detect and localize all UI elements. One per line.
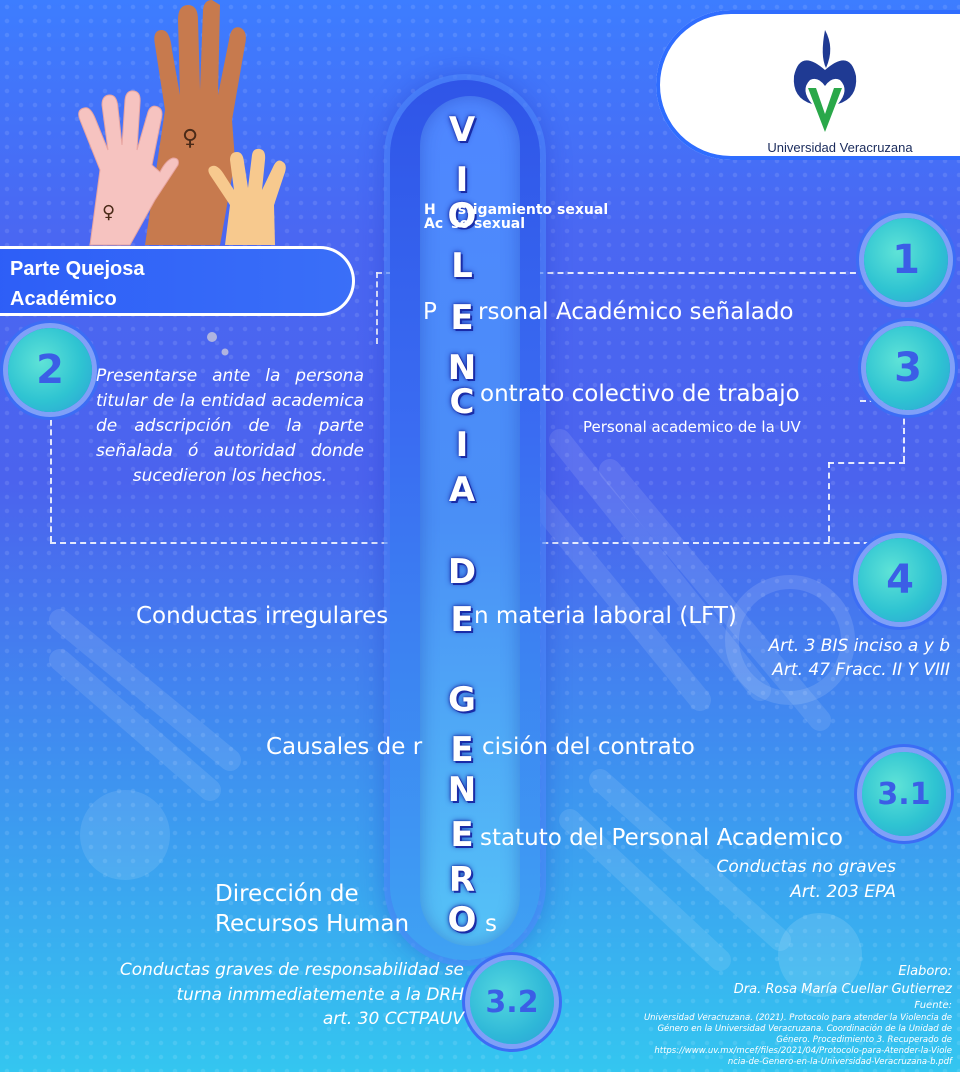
svg-text:♀: ♀ — [182, 126, 198, 151]
title-letter: E — [450, 730, 474, 770]
acoso-a: Ac — [424, 216, 444, 232]
acoso-b: so sexual — [451, 216, 526, 232]
source-line-4: https://www.uv.mx/mcef/files/2021/04/Pro… — [654, 1046, 952, 1056]
step-3-2-line-2: turna inmmediatemente a la DRH — [176, 985, 464, 1005]
raised-hands-illustration: ♀ ♀ — [78, 0, 286, 246]
title-letter: N — [447, 770, 477, 810]
title-letter: E — [450, 600, 474, 640]
title-letter: I — [455, 425, 469, 465]
step-4-title-b: n materia laboral (LFT) — [474, 603, 737, 629]
connector-line — [903, 400, 905, 462]
source-line-1: Universidad Veracruzana. (2021). Protoco… — [643, 1013, 952, 1023]
source-line-2: Género en la Universidad Veracruzana. Co… — [657, 1024, 952, 1034]
title-letter: I — [455, 160, 469, 200]
complainant-header-line2: Académico — [10, 288, 117, 310]
title-letter: A — [448, 470, 476, 510]
step-3-2-line-3: art. 30 CCTPAUV — [322, 1009, 464, 1029]
credits-author: Dra. Rosa María Cuellar Gutierrez — [733, 982, 952, 997]
step-3-2-line-1: Conductas graves de responsabilidad se — [119, 960, 464, 980]
credits-label: Elaboro: — [898, 964, 952, 979]
complainant-header-line1: Parte Quejosa — [10, 258, 145, 280]
title-letter: L — [451, 246, 473, 286]
step-3-1-badge: 3.1 — [862, 752, 946, 836]
step-3-1-sub-2: Art. 203 EPA — [790, 882, 896, 902]
source-label: Fuente: — [914, 1000, 952, 1011]
step-3-1-sub-1: Conductas no graves — [716, 857, 896, 877]
title-pill-inner — [420, 96, 520, 946]
university-name: Universidad Veracruzana — [767, 140, 913, 155]
step-2-text: Presentarse ante la persona titular de l… — [96, 366, 364, 486]
complainant-header: Parte Quejosa Académico — [10, 254, 145, 314]
title-letter: G — [448, 680, 476, 720]
causales-text-b: cisión del contrato — [482, 734, 695, 760]
hostigamiento-a: H — [424, 202, 436, 218]
source-line-5: ncia-de-Genero-en-la-Universidad-Veracru… — [727, 1057, 952, 1067]
connector-line — [828, 462, 830, 542]
title-letter: R — [448, 860, 476, 900]
step-4-title-a: Conductas irregulares — [136, 603, 389, 629]
direccion-line-2b: s — [485, 911, 497, 937]
svg-text:♀: ♀ — [102, 202, 115, 223]
hostigamiento-b: stigamiento sexual — [457, 202, 609, 218]
step-4-badge: 4 — [858, 538, 942, 622]
source-line-3: Género. Procedimiento 3. Recuperado de — [776, 1035, 952, 1045]
university-logo-card — [656, 10, 960, 160]
title-letter: O — [447, 196, 477, 236]
step-1-title: rsonal Académico señalado — [478, 299, 794, 325]
complainant-header-pill — [0, 246, 355, 316]
step-1-letter: P — [423, 299, 437, 325]
uv-flower-logo-icon — [793, 30, 857, 132]
title-letter: E — [450, 298, 474, 338]
connector-line — [50, 410, 52, 542]
connector-line — [376, 272, 378, 344]
step-3-1-title: statuto del Personal Academico — [480, 825, 843, 851]
title-letter: N — [447, 348, 477, 388]
connector-line — [828, 462, 905, 464]
step-1-badge: 1 — [864, 218, 948, 302]
direccion-line-1: Dirección de — [215, 881, 359, 907]
step-3-subtitle: Personal academico de la UV — [583, 418, 801, 436]
step-2-badge: 2 — [8, 328, 92, 412]
title-letter: O — [447, 900, 477, 940]
direccion-line-2a: Recursos Human — [215, 911, 410, 937]
causales-text-a: Causales de r — [266, 734, 423, 760]
title-letter: C — [449, 382, 475, 422]
step-4-ref-1: Art. 3 BIS inciso a y b — [768, 636, 951, 656]
step-4-ref-2: Art. 47 Fracc. II Y VIII — [772, 660, 950, 680]
step-3-badge: 3 — [866, 326, 950, 410]
title-letter: E — [450, 815, 474, 855]
step-3-title: ontrato colectivo de trabajo — [480, 381, 800, 407]
title-letter: V — [448, 110, 476, 150]
title-letter: D — [447, 552, 477, 592]
step-3-2-badge: 3.2 — [470, 960, 554, 1044]
connector-line — [376, 272, 866, 274]
